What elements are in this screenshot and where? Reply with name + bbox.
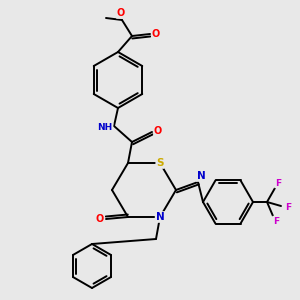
Text: O: O <box>96 214 104 224</box>
Text: O: O <box>152 29 160 39</box>
Text: F: F <box>273 217 279 226</box>
Text: N: N <box>156 212 164 222</box>
Text: S: S <box>156 158 164 168</box>
Text: F: F <box>275 178 281 188</box>
Text: NH: NH <box>98 124 112 133</box>
Text: O: O <box>117 8 125 18</box>
Text: O: O <box>154 126 162 136</box>
Text: N: N <box>196 171 206 181</box>
Text: F: F <box>285 203 291 212</box>
